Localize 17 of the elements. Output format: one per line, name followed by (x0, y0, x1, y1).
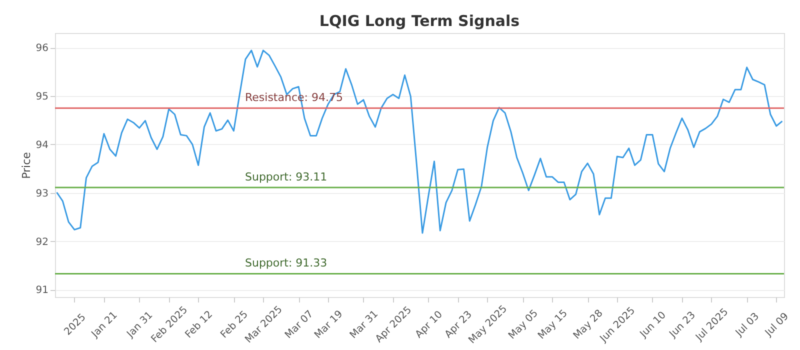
y-tick-label: 95 (36, 91, 48, 102)
x-tick-label: Jul 03 (733, 311, 762, 340)
ref-line-label: Support: 93.11 (245, 170, 328, 184)
y-tick-label: 91 (36, 285, 48, 296)
x-tick-label: Jul 09 (762, 311, 791, 340)
x-tick-label: Mar 19 (312, 308, 346, 342)
y-tick-label: 94 (36, 140, 48, 151)
ref-line-label: Support: 91.33 (245, 256, 328, 270)
line-series (56, 50, 783, 234)
x-tick-label: Apr 10 (414, 309, 445, 340)
x-tick-label: Jan 21 (89, 310, 120, 341)
y-tick-label: 96 (36, 43, 48, 54)
y-axis-title: Price (20, 152, 33, 179)
chart-title: LQIG Long Term Signals (319, 12, 520, 30)
y-tick-label: 93 (36, 188, 48, 200)
y-tick-label: 92 (36, 236, 48, 248)
x-tick-label: Jun 10 (638, 310, 668, 341)
